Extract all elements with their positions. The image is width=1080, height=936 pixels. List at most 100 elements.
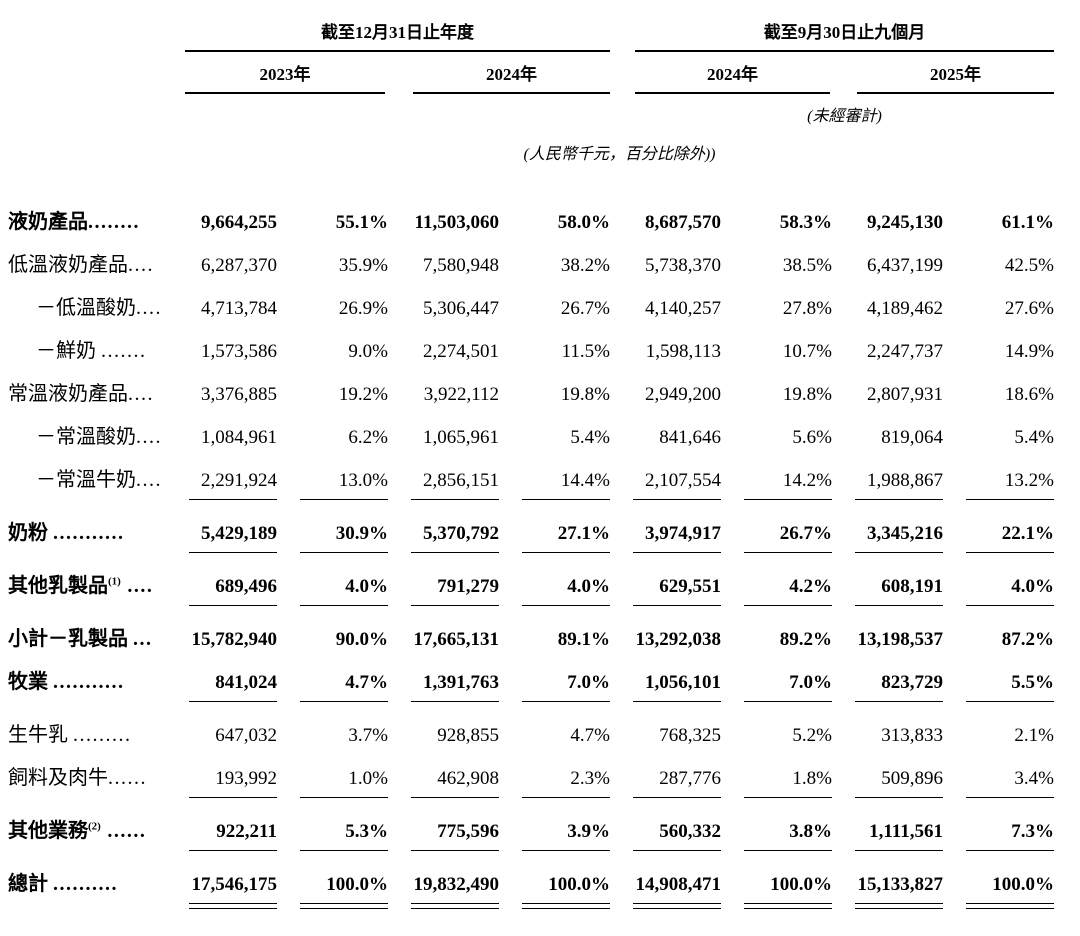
- cell-percent: 26.9%: [338, 298, 388, 319]
- row-label: －常溫牛奶....: [8, 463, 185, 492]
- cell-percent: 100.0%: [721, 874, 832, 909]
- row-label: 低溫液奶產品....: [8, 248, 185, 277]
- cell-percent: 13.0%: [277, 470, 388, 500]
- row-label-text: 其他乳製品: [8, 575, 108, 597]
- cell-amount: 791,279: [388, 576, 499, 606]
- row-label: 飼料及肉牛......: [8, 761, 185, 790]
- cell-amount: 1,573,586: [201, 341, 277, 362]
- row-label: －鮮奶 .......: [8, 334, 185, 363]
- period-header-interim: 截至9月30日止九個月: [635, 18, 1054, 52]
- cell-amount: 509,896: [832, 768, 943, 798]
- cell-percent: 19.8%: [560, 384, 610, 405]
- row-label: 其他乳製品(1) ....: [8, 569, 185, 598]
- row-label: 總計 ..........: [8, 867, 185, 896]
- cell-percent: 26.7%: [721, 523, 832, 553]
- cell-amount: 608,191: [832, 576, 943, 606]
- year-header-2023: 2023年: [185, 60, 385, 94]
- cell-percent: 5.4%: [570, 427, 610, 448]
- cell-percent: 5.3%: [277, 821, 388, 851]
- row-label-text: 奶粉: [8, 522, 53, 544]
- cell-amount: 775,596: [388, 821, 499, 851]
- cell-amount: 2,291,924: [185, 470, 277, 500]
- cell-percent: 1.0%: [277, 768, 388, 798]
- table-row: 其他業務(2) ...... 922,211 5.3% 775,596 3.9%…: [8, 814, 1054, 857]
- table-row: 其他乳製品(1) .... 689,496 4.0% 791,279 4.0% …: [8, 569, 1054, 612]
- cell-amount: 922,211: [185, 821, 277, 851]
- cell-percent: 27.6%: [1004, 298, 1054, 319]
- cell-percent: 61.1%: [1001, 212, 1054, 233]
- cell-percent: 89.1%: [557, 629, 610, 650]
- row-label-text: －常溫酸奶: [36, 426, 136, 448]
- row-label-text: 其他業務: [8, 820, 88, 842]
- cell-percent: 10.7%: [782, 341, 832, 362]
- cell-percent: 7.0%: [499, 672, 610, 702]
- cell-percent: 19.8%: [782, 384, 832, 405]
- cell-amount: 2,247,737: [867, 341, 943, 362]
- cell-percent: 58.3%: [779, 212, 832, 233]
- cell-amount: 1,391,763: [388, 672, 499, 702]
- cell-percent: 4.7%: [277, 672, 388, 702]
- row-label-text: 生牛乳: [8, 724, 73, 746]
- cell-percent: 100.0%: [499, 874, 610, 909]
- row-label-text: 常溫液奶產品: [8, 383, 128, 405]
- cell-amount: 2,856,151: [388, 470, 499, 500]
- row-label-text: 牧業: [8, 671, 53, 693]
- cell-amount: 5,738,370: [645, 255, 721, 276]
- cell-percent: 2.1%: [1014, 725, 1054, 746]
- cell-percent: 11.5%: [561, 341, 610, 362]
- row-leader-dots: ....: [128, 383, 154, 405]
- cell-amount: 4,713,784: [201, 298, 277, 319]
- cell-percent: 4.7%: [570, 725, 610, 746]
- row-label-text: －常溫牛奶: [36, 469, 136, 491]
- cell-percent: 5.6%: [792, 427, 832, 448]
- row-label-text: 飼料及肉牛: [8, 767, 108, 789]
- cell-amount: 9,664,255: [201, 212, 277, 233]
- row-label: 常溫液奶產品....: [8, 377, 185, 406]
- cell-percent: 87.2%: [1001, 629, 1054, 650]
- cell-percent: 7.0%: [721, 672, 832, 702]
- row-label-text: 小計－乳製品: [8, 628, 133, 650]
- row-leader-dots: ....: [120, 575, 154, 597]
- cell-amount: 1,084,961: [201, 427, 277, 448]
- table-row: 總計 .......... 17,546,175 100.0% 19,832,4…: [8, 867, 1054, 910]
- units-note: (人民幣千元，百分比除外)): [523, 146, 716, 163]
- row-label: 奶粉 ...........: [8, 516, 185, 545]
- row-label-text: －低溫酸奶: [36, 297, 136, 319]
- cell-amount: 1,598,113: [645, 341, 721, 362]
- period-header-annual: 截至12月31日止年度: [185, 18, 610, 52]
- table-row: －鮮奶 ....... 1,573,586 9.0% 2,274,501 11.…: [8, 334, 1054, 377]
- table-row: 常溫液奶產品.... 3,376,885 19.2% 3,922,112 19.…: [8, 377, 1054, 420]
- row-leader-dots: ......: [100, 820, 147, 842]
- cell-percent: 3.7%: [348, 725, 388, 746]
- table-row: 小計－乳製品 ... 15,782,940 90.0% 17,665,131 8…: [8, 622, 1054, 665]
- cell-amount: 17,546,175: [185, 874, 277, 909]
- cell-amount: 313,833: [881, 725, 943, 746]
- cell-percent: 14.4%: [499, 470, 610, 500]
- row-label-text: －鮮奶: [36, 340, 101, 362]
- table-row: 牧業 ........... 841,024 4.7% 1,391,763 7.…: [8, 665, 1054, 708]
- row-leader-dots: ....: [136, 469, 162, 491]
- row-label-text: 總計: [8, 873, 53, 895]
- cell-percent: 14.2%: [721, 470, 832, 500]
- cell-amount: 768,325: [659, 725, 721, 746]
- cell-percent: 58.0%: [557, 212, 610, 233]
- cell-amount: 15,133,827: [832, 874, 943, 909]
- cell-percent: 3.9%: [499, 821, 610, 851]
- cell-amount: 5,370,792: [388, 523, 499, 553]
- cell-amount: 19,832,490: [388, 874, 499, 909]
- cell-percent: 6.2%: [348, 427, 388, 448]
- cell-amount: 287,776: [610, 768, 721, 798]
- cell-percent: 2.3%: [499, 768, 610, 798]
- row-label-text: 液奶產品: [8, 211, 88, 233]
- cell-percent: 100.0%: [277, 874, 388, 909]
- cell-amount: 5,429,189: [185, 523, 277, 553]
- cell-amount: 9,245,130: [867, 212, 943, 233]
- cell-percent: 35.9%: [338, 255, 388, 276]
- cell-percent: 42.5%: [1004, 255, 1054, 276]
- cell-percent: 3.8%: [721, 821, 832, 851]
- cell-amount: 689,496: [185, 576, 277, 606]
- cell-amount: 13,292,038: [635, 629, 722, 650]
- row-leader-dots: ......: [108, 767, 147, 789]
- row-label-text: 低溫液奶產品: [8, 254, 128, 276]
- cell-percent: 1.8%: [721, 768, 832, 798]
